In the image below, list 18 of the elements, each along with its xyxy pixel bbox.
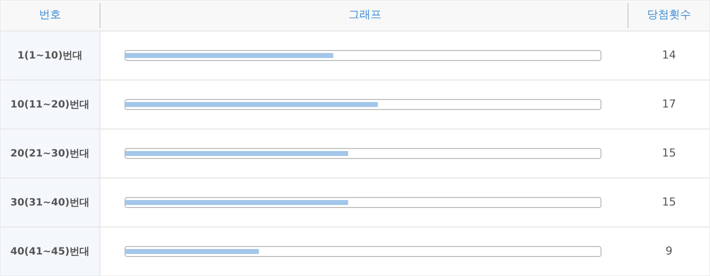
- bar: [125, 53, 334, 58]
- y-tick-label: 20(21~30)번대: [10, 148, 90, 160]
- y-tick-label: 30(31~40)번대: [10, 198, 90, 208]
- bar: [125, 151, 348, 156]
- y-tick-label: 40(41~45)번대: [10, 246, 90, 258]
- y-axis-title: 번호: [39, 8, 61, 21]
- y-tick-label: 10(11~20)번대: [10, 100, 90, 110]
- data-label: 9: [666, 244, 672, 258]
- bar: [125, 249, 259, 254]
- data-label: 14: [662, 48, 676, 62]
- x-axis-title: 그래프: [348, 8, 382, 21]
- y-tick-label: 1(1~10)번대: [17, 50, 83, 62]
- text: 당첨횟수: [647, 8, 691, 21]
- data-label: 15: [662, 146, 676, 160]
- data-label: 17: [662, 98, 676, 110]
- data-label: 15: [662, 196, 676, 208]
- bar: [125, 200, 348, 205]
- bar: [125, 102, 378, 107]
